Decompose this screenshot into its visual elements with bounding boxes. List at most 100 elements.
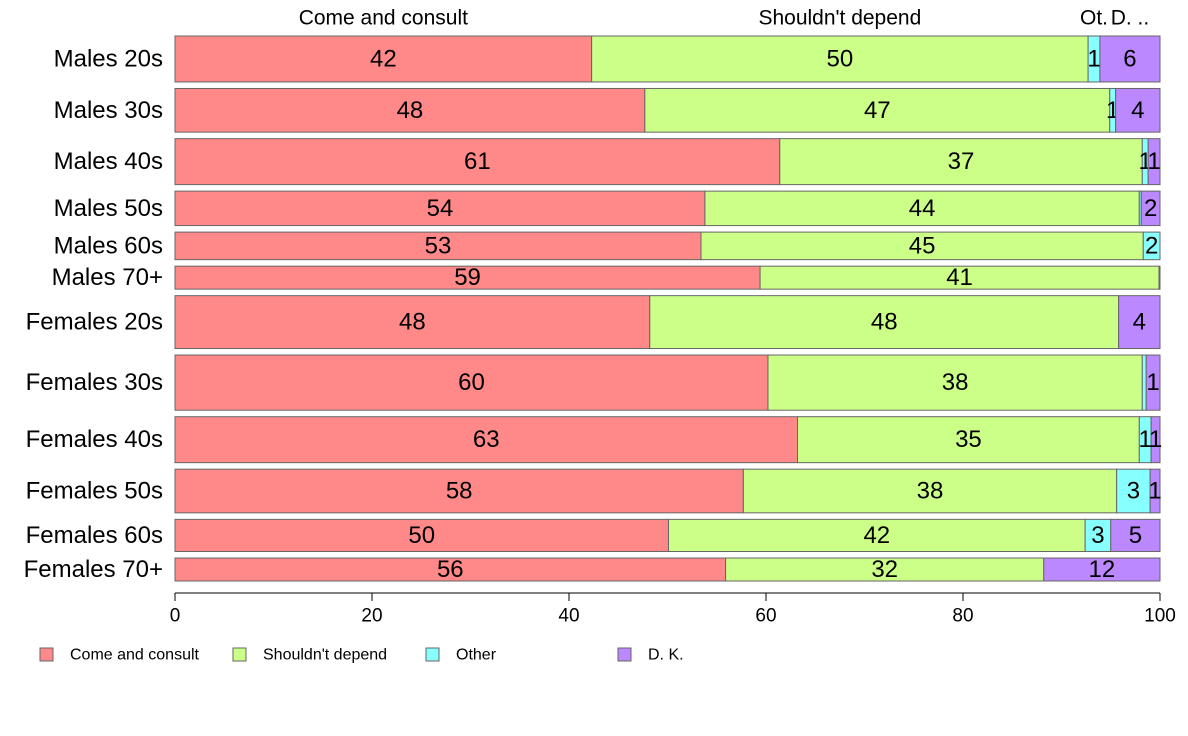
- data-label: 4: [1131, 97, 1144, 124]
- bar-segment: [704, 190, 1140, 227]
- data-label: 61: [464, 148, 491, 175]
- category-label: Males 40s: [54, 148, 163, 175]
- legend-label: Shouldn't depend: [263, 647, 387, 664]
- data-label: 1: [1148, 477, 1161, 504]
- data-label: 1: [1149, 426, 1162, 453]
- bar-segment: [174, 35, 593, 83]
- x-tick-label: 20: [361, 606, 382, 627]
- x-tick-label: 80: [952, 606, 973, 627]
- bar-segment: [1158, 265, 1161, 290]
- bar-row: Males 60s 53 45 2: [54, 231, 1161, 261]
- legend-label: Come and consult: [70, 647, 200, 664]
- data-label: 53: [425, 232, 452, 259]
- bar-segment: [1118, 295, 1161, 350]
- legend-item: D. K.: [617, 647, 684, 664]
- bar-segment: [1150, 416, 1161, 464]
- bar-segment: [174, 138, 781, 186]
- bar-row: Males 50s 54 44 2: [54, 190, 1161, 227]
- category-label: Females 50s: [26, 477, 163, 504]
- data-label: 50: [408, 522, 435, 549]
- bar-segment: [1145, 354, 1161, 411]
- legend-swatch: [39, 647, 54, 662]
- legend-swatch: [232, 647, 247, 662]
- data-label: 1: [1087, 45, 1100, 72]
- data-label: 54: [427, 195, 454, 222]
- category-label: Males 20s: [54, 45, 163, 72]
- x-tick-label: 0: [170, 606, 181, 627]
- top-label: D. ..: [1111, 7, 1150, 30]
- bar-segment: [1149, 468, 1161, 514]
- bar-segment: [1110, 518, 1161, 553]
- data-label: 41: [946, 264, 973, 291]
- data-label: 58: [446, 477, 473, 504]
- data-label: 44: [909, 195, 936, 222]
- bar-segment: [1142, 231, 1161, 261]
- top-label: Shouldn't depend: [758, 7, 921, 30]
- legend-item: Shouldn't depend: [232, 647, 387, 664]
- bar-row: Males 40s 61 37 11: [54, 138, 1161, 186]
- legend-item: Come and consult: [39, 647, 200, 664]
- x-axis: 0 20 40 60 80 100: [170, 592, 1176, 627]
- category-label: Males 30s: [54, 97, 163, 124]
- x-tick-label: 100: [1144, 606, 1176, 627]
- category-label: Females 60s: [26, 522, 163, 549]
- bar-segment: [667, 518, 1086, 553]
- data-label: 38: [917, 477, 944, 504]
- data-label: 48: [397, 97, 424, 124]
- bar-row: Females 20s 48 48 4: [26, 295, 1161, 350]
- bar-segment: [174, 354, 769, 411]
- bar-segment: [797, 416, 1140, 464]
- category-label: Females 20s: [26, 309, 163, 336]
- data-label: 2: [1144, 195, 1157, 222]
- data-label: 12: [1089, 556, 1116, 583]
- bar-row: Females 70+ 56 32 12: [24, 556, 1161, 583]
- bar-segment: [174, 190, 706, 227]
- bar-segment: [1115, 87, 1161, 133]
- data-label: 42: [370, 45, 397, 72]
- bar-segment: [1116, 468, 1151, 514]
- bar-row: Males 20s 42 50 1 6: [54, 35, 1161, 83]
- data-label: 4: [1133, 309, 1146, 336]
- bar-row: Females 30s 60 38 1: [26, 354, 1161, 411]
- bar-segment: [591, 35, 1089, 83]
- bar-row: Males 30s 48 47 1 4: [54, 87, 1161, 133]
- data-label: 45: [909, 232, 936, 259]
- data-label: 50: [827, 45, 854, 72]
- category-label: Males 50s: [54, 195, 163, 222]
- data-label: 5: [1129, 522, 1142, 549]
- data-label: 63: [473, 426, 500, 453]
- top-labels: Come and consult Shouldn't depend Ot. D. ..: [299, 7, 1150, 30]
- data-label: 32: [871, 556, 898, 583]
- bar-segment: [644, 87, 1111, 133]
- top-label: Come and consult: [299, 7, 468, 30]
- bar-segment: [1099, 35, 1161, 83]
- data-label: 37: [948, 148, 975, 175]
- data-label: 48: [871, 309, 898, 336]
- data-label: 42: [863, 522, 890, 549]
- data-label: 6: [1123, 45, 1136, 72]
- bar-segment: [1147, 138, 1161, 186]
- data-label: 1: [1146, 369, 1159, 396]
- top-label: Ot.: [1080, 7, 1108, 30]
- bar-segment: [1140, 190, 1161, 227]
- data-label: 56: [437, 556, 464, 583]
- category-label: Females 30s: [26, 369, 163, 396]
- data-label: 2: [1145, 232, 1158, 259]
- data-label: 3: [1091, 522, 1104, 549]
- data-label: 60: [458, 369, 485, 396]
- category-label: Males 70+: [52, 264, 163, 291]
- data-label: 47: [864, 97, 891, 124]
- bar-segment: [174, 416, 799, 464]
- legend-label: Other: [456, 647, 497, 664]
- legend: Come and consult Shouldn't depend Other D. …: [39, 647, 684, 664]
- data-label: 35: [955, 426, 982, 453]
- category-label: Males 60s: [54, 232, 163, 259]
- legend-swatch: [617, 647, 632, 662]
- bar-row: Females 50s 58 38 3 1: [26, 468, 1162, 514]
- category-label: Females 70+: [24, 556, 163, 583]
- bar-segment: [174, 231, 702, 261]
- bar-row: Males 70+ 59 41: [52, 264, 1161, 291]
- x-tick-label: 40: [558, 606, 579, 627]
